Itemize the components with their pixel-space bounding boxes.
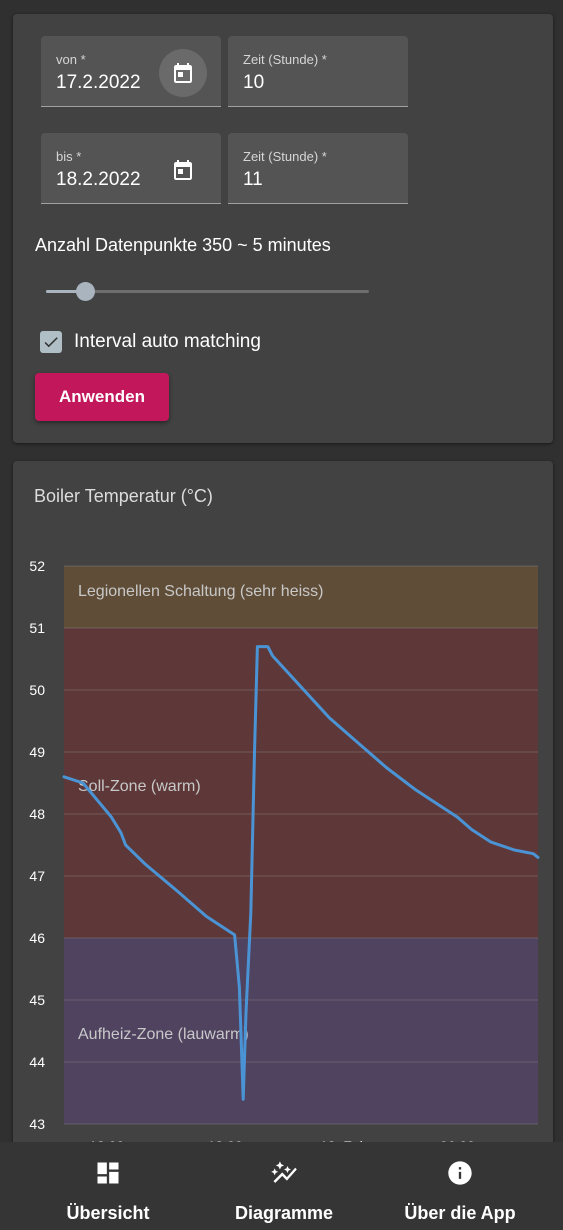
temperature-chart[interactable]: 52 51 50 49 48 47 46 45 44 43 Legionellen Schaltun… xyxy=(13,461,553,1161)
zone-band xyxy=(64,628,538,938)
from-date-label: von * xyxy=(56,52,86,67)
from-hour-label: Zeit (Stunde) * xyxy=(243,52,327,67)
y-tick-label: 44 xyxy=(29,1054,45,1070)
bottom-navigation: Übersicht Diagramme Über die App xyxy=(0,1142,563,1230)
y-tick-label: 43 xyxy=(29,1116,45,1132)
calendar-icon xyxy=(174,160,192,180)
y-tick-label: 50 xyxy=(29,682,45,698)
y-tick-label: 47 xyxy=(29,868,45,884)
y-tick-label: 51 xyxy=(29,620,45,636)
apply-button[interactable]: Anwenden xyxy=(35,373,169,421)
nav-charts-label: Diagramme xyxy=(234,1203,334,1223)
nav-overview[interactable]: Übersicht xyxy=(14,1142,202,1230)
zone-label: Legionellen Schaltung (sehr heiss) xyxy=(78,583,323,600)
to-date-value: 18.2.2022 xyxy=(56,169,141,190)
series-line xyxy=(62,645,540,1101)
to-date-label: bis * xyxy=(56,149,82,164)
from-hour-value: 10 xyxy=(243,72,265,93)
slider-thumb[interactable] xyxy=(75,282,95,301)
from-date-value: 17.2.2022 xyxy=(56,72,141,93)
from-hour-field[interactable]: Zeit (Stunde) * 10 xyxy=(228,36,408,107)
to-hour-label: Zeit (Stunde) * xyxy=(243,149,327,164)
y-tick-label: 49 xyxy=(29,744,45,760)
nav-charts[interactable]: Diagramme xyxy=(190,1142,378,1230)
slider-fill xyxy=(46,290,85,293)
zone-label: Aufheiz-Zone (lauwarm) xyxy=(78,1026,249,1043)
nav-overview-label: Übersicht xyxy=(66,1203,150,1223)
zone-label: Soll-Zone (warm) xyxy=(78,778,201,795)
auto-graph-icon xyxy=(271,1161,297,1183)
filter-card: von * 17.2.2022 Zeit (Stunde) * 10 bis *… xyxy=(13,14,553,443)
y-tick-label: 48 xyxy=(29,806,45,822)
to-hour-value: 11 xyxy=(243,169,263,190)
nav-about-label: Über die App xyxy=(404,1203,516,1223)
chart-title: Boiler Temperatur (°C) xyxy=(34,486,213,506)
zone-band xyxy=(64,938,538,1124)
datapoints-label: Anzahl Datenpunkte 350 ~ 5 minutes xyxy=(35,235,331,255)
chart-card: Boiler Temperatur (°C) 52 51 50 49 48 47 46 45 4… xyxy=(13,461,553,1161)
from-date-calendar-button[interactable] xyxy=(159,49,207,97)
auto-matching-label[interactable]: Interval auto matching xyxy=(74,331,261,352)
info-icon xyxy=(448,1161,472,1185)
zone-band xyxy=(64,566,538,628)
nav-about[interactable]: Über die App xyxy=(366,1142,554,1230)
from-date-field[interactable]: von * 17.2.2022 xyxy=(41,36,221,107)
y-tick-label: 46 xyxy=(29,930,45,946)
check-icon xyxy=(44,337,58,348)
to-date-field[interactable]: bis * 18.2.2022 xyxy=(41,133,221,204)
to-date-calendar-button[interactable] xyxy=(159,146,207,194)
calendar-icon xyxy=(174,63,192,83)
y-tick-label: 52 xyxy=(29,558,45,574)
auto-matching-checkbox[interactable] xyxy=(40,331,62,353)
datapoints-slider[interactable] xyxy=(46,282,369,301)
dashboard-icon xyxy=(97,1162,119,1184)
y-tick-label: 45 xyxy=(29,992,45,1008)
to-hour-field[interactable]: Zeit (Stunde) * 11 xyxy=(228,133,408,204)
